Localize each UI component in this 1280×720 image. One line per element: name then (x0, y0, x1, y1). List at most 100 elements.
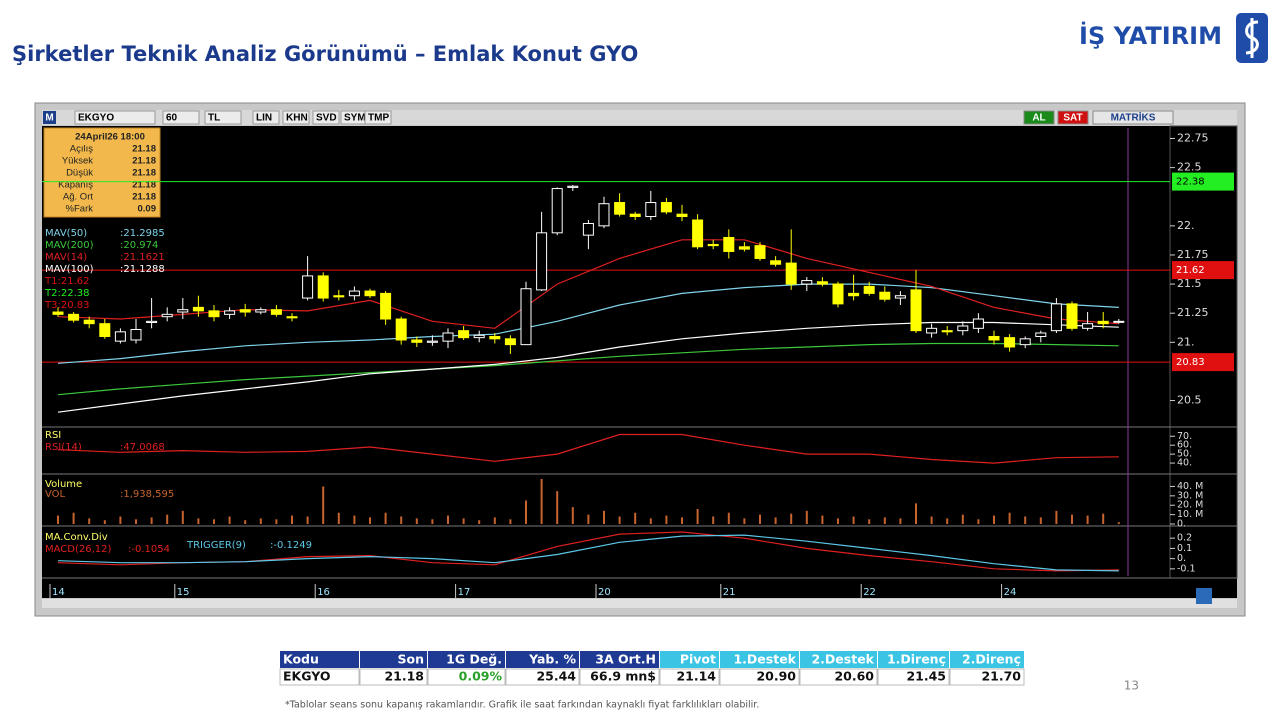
candle-body (161, 313, 173, 318)
symbol-icon: M (45, 113, 53, 124)
series-line (57, 283, 1119, 364)
toolbar-button[interactable] (74, 110, 156, 125)
table-header-cell (660, 651, 719, 668)
legend-name: TRIGGER(9) (186, 540, 246, 551)
bar (727, 512, 730, 524)
legend-name: MAV(100) (45, 264, 94, 275)
toolbar-button[interactable] (282, 110, 310, 125)
symbol-icon-box (43, 111, 56, 124)
y-tick-label: 20.5 (1177, 394, 1202, 407)
bar (556, 491, 559, 524)
bar (353, 515, 356, 524)
info-title: 24April26 18:00 (75, 132, 145, 143)
level-legend: T1:21.62 (44, 276, 89, 287)
candle-body (738, 246, 750, 250)
table-header: Son (398, 652, 425, 667)
legend-value: :21.1288 (120, 264, 165, 275)
x-tick-label: 24 (1004, 587, 1017, 598)
scrollbar[interactable] (42, 599, 1237, 608)
table-cell (359, 668, 428, 686)
bar (993, 515, 995, 524)
y-tick-label: 20. M (1177, 500, 1203, 511)
toolbar-button[interactable] (252, 110, 280, 125)
candle-body (832, 283, 844, 305)
toolbar-button[interactable] (162, 110, 200, 125)
toolbar-button[interactable] (312, 110, 340, 125)
toolbar-button[interactable] (1023, 110, 1055, 125)
candle-body (130, 328, 142, 341)
toolbar-button[interactable] (1057, 110, 1089, 125)
candle-body (660, 202, 672, 213)
refresh-button[interactable] (1196, 588, 1212, 604)
table-cell (427, 668, 506, 686)
candle-body (551, 188, 563, 234)
slide-title: Şirketler Teknik Analiz Görünümü – Emlak… (12, 42, 638, 66)
candle-body (270, 309, 282, 315)
legend-name: MAV(50) (45, 228, 87, 239)
candle-body (426, 340, 438, 343)
y-tick-label: -0.1 (1177, 563, 1196, 574)
candle-body (582, 223, 594, 236)
candle-body (348, 290, 360, 297)
bar (1102, 513, 1105, 524)
level-box (1172, 172, 1234, 191)
bar (961, 514, 964, 524)
table-value: 21.45 (906, 669, 946, 684)
bar (571, 507, 574, 524)
bar (103, 520, 106, 524)
bar (1008, 512, 1011, 524)
candle-body (972, 318, 984, 329)
candle-body (629, 213, 641, 218)
y-tick-label: 22.75 (1177, 131, 1209, 144)
bar (1071, 514, 1073, 524)
table-cell (279, 668, 360, 686)
bar (509, 519, 512, 524)
candle-body (146, 320, 158, 324)
table-cell (505, 668, 580, 686)
candle-body (785, 262, 797, 285)
panel-title: RSI (45, 430, 61, 441)
bar (337, 512, 340, 524)
candle-body (99, 323, 111, 337)
level-value: 20.83 (1176, 357, 1205, 368)
table-value: EKGYO (283, 669, 330, 684)
bar (1039, 517, 1042, 524)
bar (462, 518, 465, 524)
legend-name: RSI(14) (45, 442, 82, 453)
candle-body (489, 335, 501, 340)
bar (1024, 516, 1027, 524)
bar (883, 517, 886, 524)
candle-body (1004, 337, 1016, 348)
candle-body (894, 295, 906, 299)
bar (759, 514, 761, 524)
bar (977, 519, 980, 524)
toolbar-button[interactable] (364, 110, 392, 125)
bar (478, 520, 481, 524)
bar (852, 516, 855, 524)
table-header-cell (428, 651, 505, 668)
table-cell (877, 668, 950, 686)
table-header-cell (506, 651, 579, 668)
level-legend: T2:22.38 (44, 288, 89, 299)
legend-value: :21.2985 (120, 228, 165, 239)
bar (306, 516, 309, 524)
candle-body (723, 236, 735, 252)
legend-name: MACD(26,12) (45, 544, 112, 555)
y-tick-label: 60. (1177, 440, 1192, 451)
candle-body (536, 232, 548, 291)
info-value: 21.18 (132, 168, 156, 179)
toolbar-button[interactable] (204, 110, 242, 125)
bar (322, 486, 325, 524)
toolbar-label: TL (208, 113, 220, 124)
info-label: Açılış (70, 144, 93, 155)
bar (899, 518, 902, 524)
bar (1055, 510, 1058, 524)
toolbar-button[interactable] (1092, 110, 1174, 125)
y-tick-label: 0.1 (1177, 543, 1192, 554)
candle-body (941, 330, 953, 333)
legend-name: VOL (45, 489, 66, 500)
bar (525, 500, 527, 524)
candle-body (302, 275, 314, 299)
candle-body (255, 309, 267, 313)
